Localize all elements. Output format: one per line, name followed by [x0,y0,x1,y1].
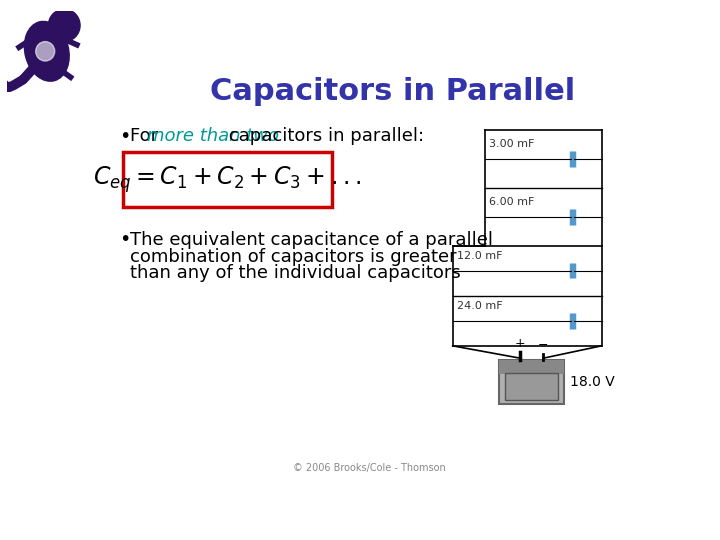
Text: •: • [120,127,131,146]
Text: Capacitors in Parallel: Capacitors in Parallel [210,77,575,106]
Bar [499,360,564,374]
Text: combination of capacitors is greater: combination of capacitors is greater [130,247,457,266]
Text: 6.00 mF: 6.00 mF [489,197,534,207]
Text: © 2006 Brooks/Cole - Thomson: © 2006 Brooks/Cole - Thomson [292,463,446,473]
Text: more than two: more than two [148,127,279,145]
Text: •: • [120,230,131,249]
Circle shape [48,9,80,42]
Text: than any of the individual capacitors: than any of the individual capacitors [130,265,461,282]
Text: $C_{eq} = C_1 + C_2 + C_3 + ...$: $C_{eq} = C_1 + C_2 + C_3 + ...$ [93,164,361,195]
Text: For: For [130,127,164,145]
Text: +: + [515,337,526,350]
Text: 24.0 mF: 24.0 mF [456,301,503,311]
Ellipse shape [24,22,69,81]
Bar [505,373,558,400]
Text: 12.0 mF: 12.0 mF [456,251,502,261]
Text: 3.00 mF: 3.00 mF [489,139,534,149]
Bar [499,360,564,403]
Text: 18.0 V: 18.0 V [570,375,616,389]
Bar [122,152,332,207]
Circle shape [36,42,55,61]
Text: capacitors in parallel:: capacitors in parallel: [222,127,423,145]
Text: The equivalent capacitance of a parallel: The equivalent capacitance of a parallel [130,231,493,248]
Text: −: − [538,339,549,352]
